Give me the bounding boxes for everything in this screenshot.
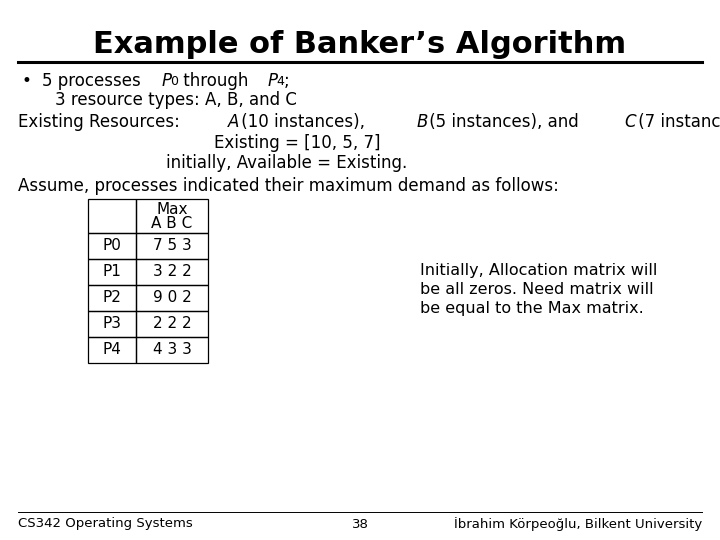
Text: 4: 4: [276, 75, 284, 88]
Text: 5 processes: 5 processes: [42, 72, 146, 90]
Bar: [136, 285, 208, 311]
Text: A B C: A B C: [151, 215, 193, 231]
Text: P2: P2: [102, 291, 122, 306]
Bar: [88, 199, 136, 233]
Bar: [88, 337, 136, 363]
Text: Example of Banker’s Algorithm: Example of Banker’s Algorithm: [94, 30, 626, 59]
Text: İbrahim Körpeoğlu, Bilkent University: İbrahim Körpeoğlu, Bilkent University: [454, 517, 702, 531]
Text: A: A: [228, 113, 239, 131]
Text: 7 5 3: 7 5 3: [153, 239, 192, 253]
Bar: [88, 259, 136, 285]
Bar: [88, 285, 136, 311]
Bar: [136, 337, 208, 363]
Text: C: C: [624, 113, 636, 131]
Text: P3: P3: [102, 316, 122, 332]
Text: 3 resource types: A, B, and C: 3 resource types: A, B, and C: [55, 91, 297, 109]
Text: 4 3 3: 4 3 3: [153, 342, 192, 357]
Text: P: P: [268, 72, 278, 90]
Text: 0: 0: [170, 75, 178, 88]
Text: be all zeros. Need matrix will: be all zeros. Need matrix will: [420, 282, 654, 297]
Text: P1: P1: [102, 265, 122, 280]
Text: initially, Available = Existing.: initially, Available = Existing.: [166, 154, 408, 172]
Bar: [136, 311, 208, 337]
Text: (10 instances),: (10 instances),: [236, 113, 376, 131]
Text: CS342 Operating Systems: CS342 Operating Systems: [18, 517, 193, 530]
Text: ;: ;: [284, 72, 289, 90]
Text: (7 instances): (7 instances): [633, 113, 720, 131]
Text: 38: 38: [351, 517, 369, 530]
Text: Initially, Allocation matrix will: Initially, Allocation matrix will: [420, 263, 657, 278]
Text: P: P: [162, 72, 172, 90]
Bar: [88, 233, 136, 259]
Text: Max: Max: [156, 202, 188, 218]
Bar: [136, 259, 208, 285]
Text: Existing = [10, 5, 7]: Existing = [10, 5, 7]: [214, 134, 380, 152]
Text: P0: P0: [102, 239, 122, 253]
Text: Assume, processes indicated their maximum demand as follows:: Assume, processes indicated their maximu…: [18, 177, 559, 195]
Bar: [136, 199, 208, 233]
Text: 2 2 2: 2 2 2: [153, 316, 192, 332]
Text: Existing Resources:: Existing Resources:: [18, 113, 190, 131]
Text: through: through: [178, 72, 253, 90]
Text: •: •: [22, 72, 32, 90]
Text: 9 0 2: 9 0 2: [153, 291, 192, 306]
Text: P4: P4: [102, 342, 122, 357]
Text: (5 instances), and: (5 instances), and: [424, 113, 585, 131]
Bar: [136, 233, 208, 259]
Text: 3 2 2: 3 2 2: [153, 265, 192, 280]
Text: be equal to the Max matrix.: be equal to the Max matrix.: [420, 301, 644, 316]
Text: B: B: [416, 113, 428, 131]
Bar: [88, 311, 136, 337]
